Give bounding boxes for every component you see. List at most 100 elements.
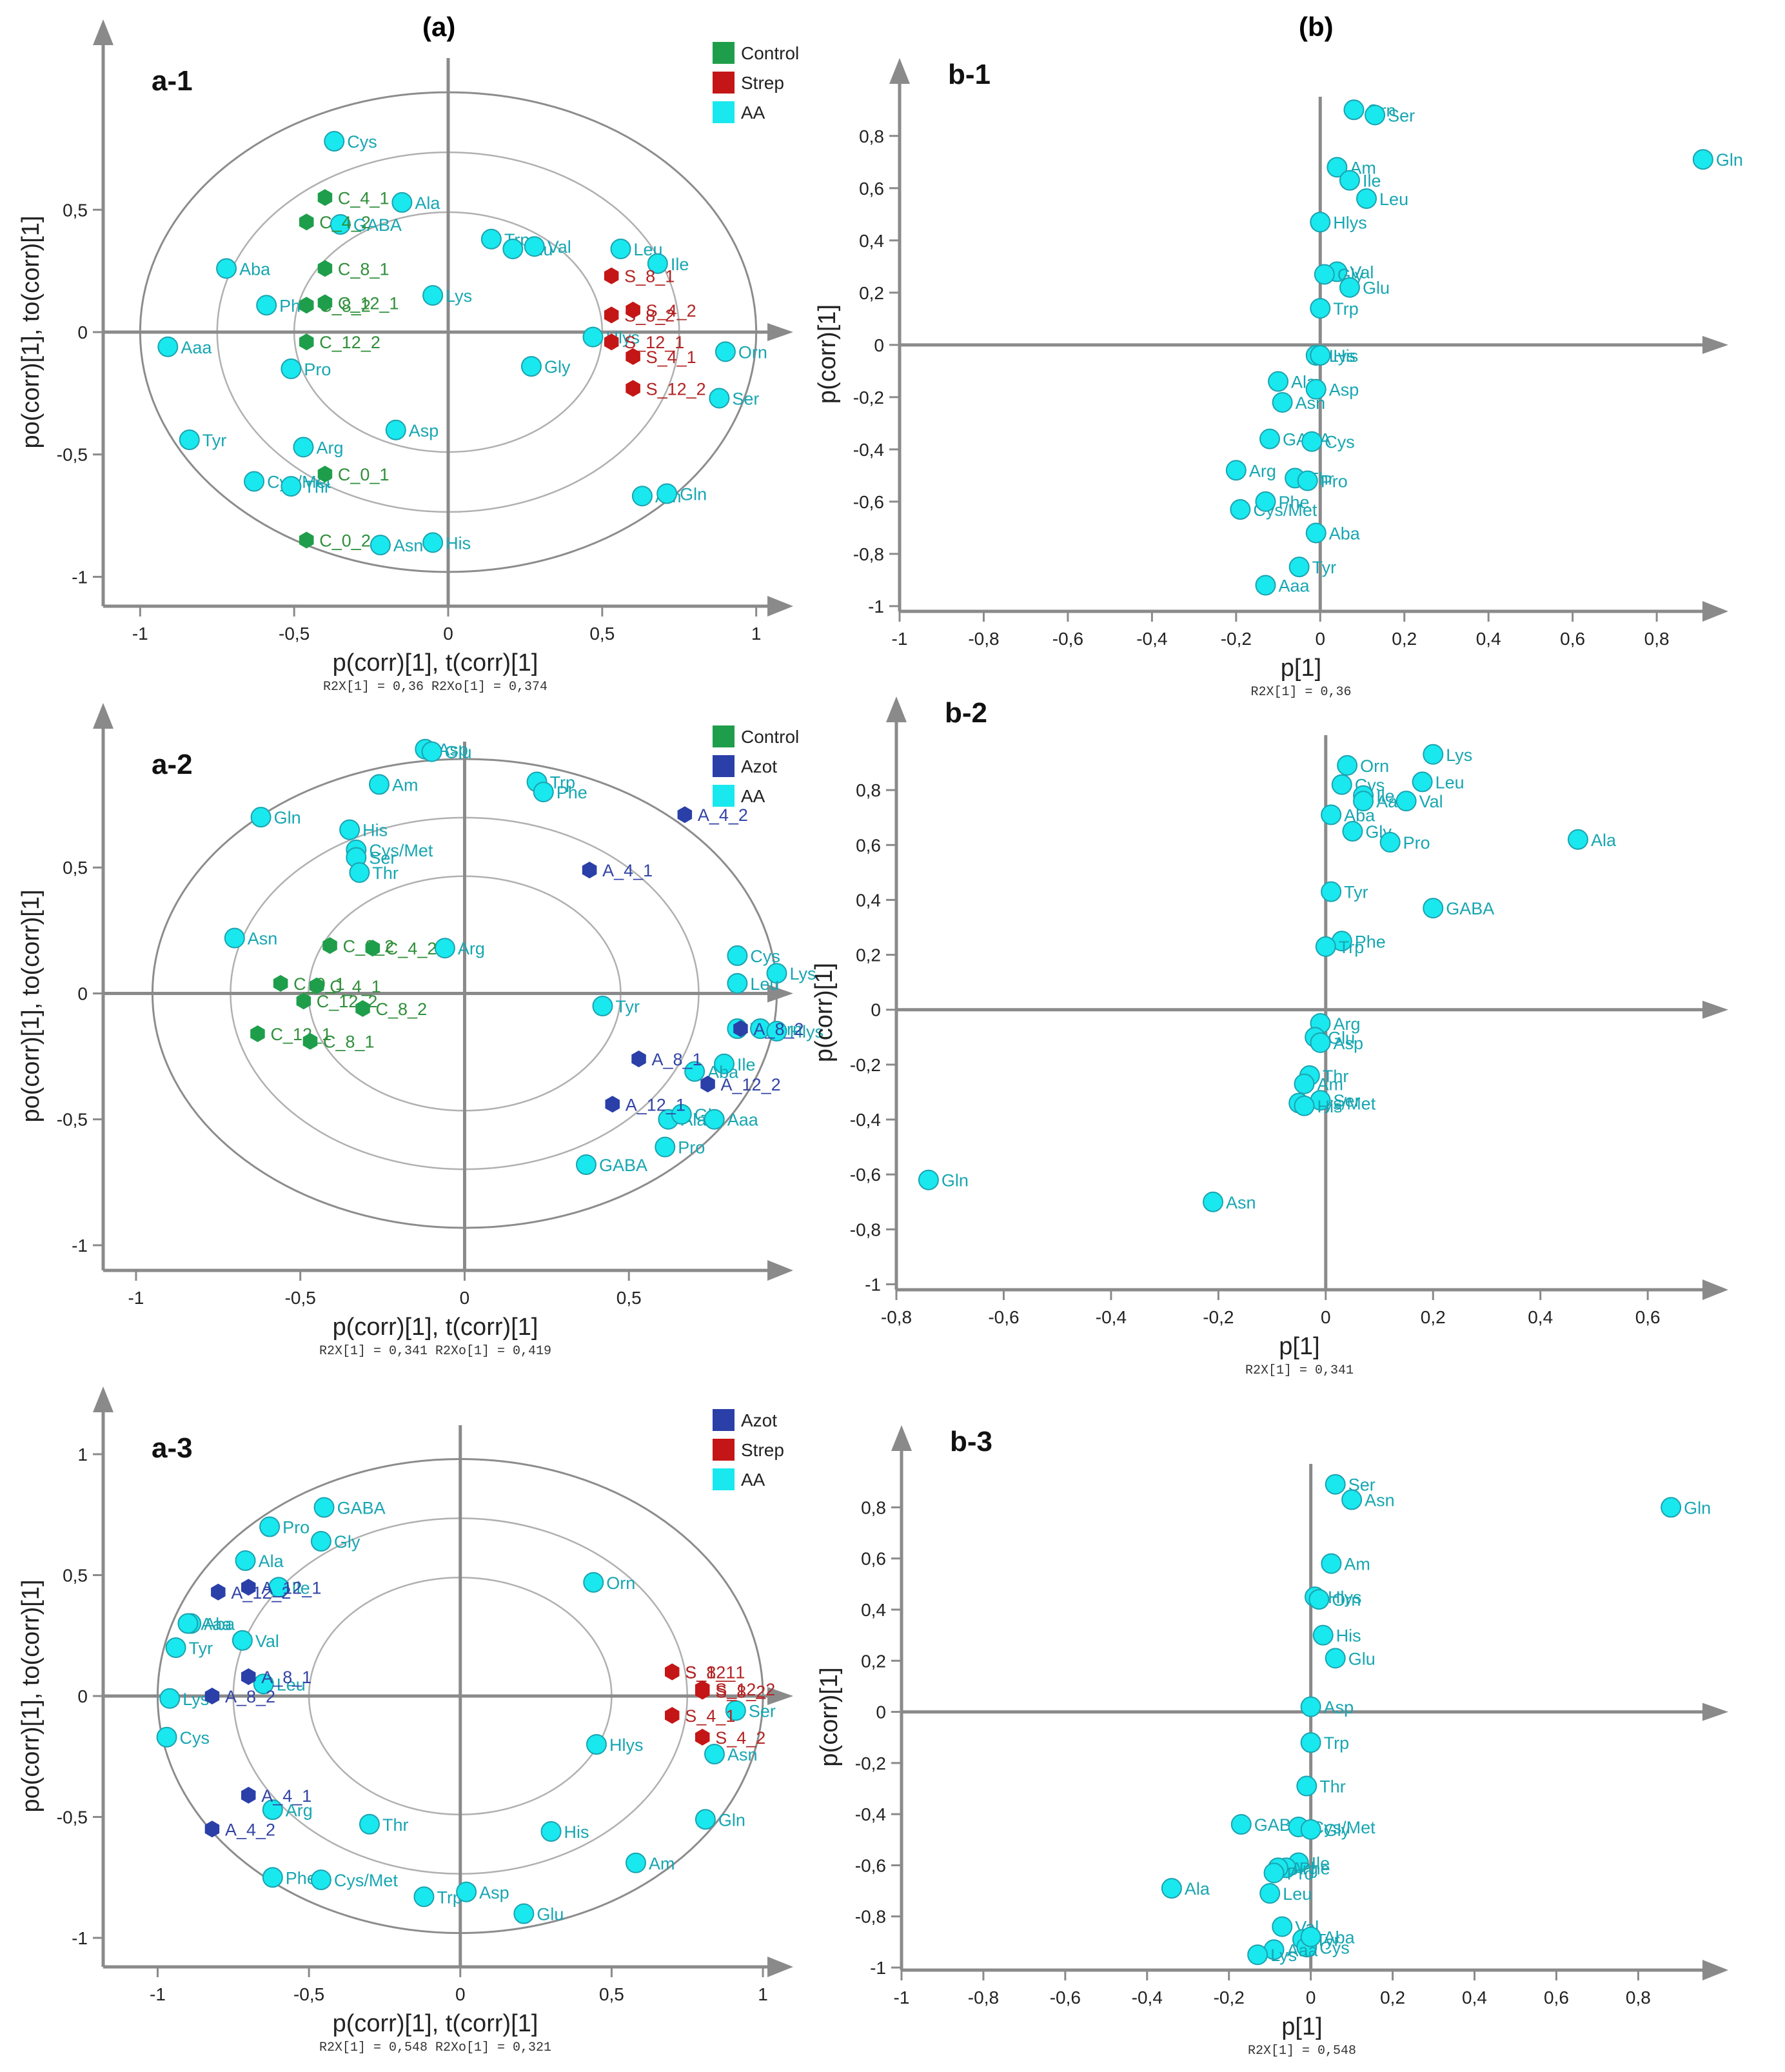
point-tyr: [1288, 557, 1310, 578]
point-phe: [1255, 491, 1276, 512]
point-label: Ala: [415, 193, 440, 213]
point-label: Val: [1419, 792, 1443, 811]
point-ile: [714, 1053, 735, 1074]
x-axis-title: p[1]: [1281, 2013, 1322, 2040]
point-asp: [1310, 1032, 1331, 1053]
point-label: Glu: [445, 743, 472, 762]
y-tick-label: -1: [72, 567, 88, 587]
footnote: R2X[1] = 0,341: [1245, 1363, 1354, 1378]
point-label: Gln: [942, 1171, 969, 1190]
y-axis-title: po(corr)[1], to(corr)[1]: [17, 889, 44, 1122]
point-c_0_2: [322, 937, 337, 954]
point-glu: [1339, 277, 1360, 298]
column-b-title: (b): [1299, 12, 1334, 42]
point-label: Glu: [537, 1905, 564, 1924]
zero-line-arrow: [1702, 335, 1728, 354]
point-label: Gly: [544, 357, 571, 377]
legend-swatch: [713, 42, 735, 64]
y-tick-label: -1: [870, 1958, 886, 1978]
y-axis-arrow: [886, 696, 907, 722]
point-label: Asn: [393, 536, 424, 555]
x-axis-arrow: [1702, 1960, 1728, 1980]
point-label: Ser: [369, 849, 396, 868]
point-label: A_8_2: [225, 1687, 275, 1706]
x-tick-label: 0: [1321, 1307, 1331, 1327]
point-label: Am: [1344, 1555, 1370, 1574]
point-label: Orn: [606, 1574, 635, 1593]
point-label: Phe: [1278, 493, 1309, 512]
x-tick-label: -0,8: [968, 1988, 999, 2008]
point-label: Orn: [1332, 1590, 1361, 1610]
point-gly: [1314, 264, 1335, 285]
point-asn: [1341, 1489, 1363, 1510]
y-axis-title: po(corr)[1], to(corr)[1]: [17, 215, 44, 448]
point-gln: [695, 1809, 716, 1830]
point-orn: [1343, 99, 1365, 121]
point-label: Ile: [1363, 172, 1381, 191]
x-tick-label: -1: [150, 1984, 166, 2004]
point-label: Lys: [182, 1690, 209, 1709]
panel-label: a-1: [152, 65, 193, 97]
point-c_12_2: [296, 992, 311, 1010]
point-label: Pro: [1403, 833, 1430, 853]
point-pro: [259, 1516, 281, 1537]
point-label: His: [564, 1822, 589, 1842]
point-label: Cys: [750, 947, 780, 966]
panel-b-1: -1 -0,8 -0,6 -0,4 -0,2 0 0,2 0,4 0,6 0,8 -1 -0,8 -0,…: [814, 58, 1743, 700]
legend-label: Strep: [741, 1440, 784, 1460]
x-axis-title: p[1]: [1279, 1333, 1319, 1360]
point-label: Lys: [1270, 1946, 1297, 1965]
point-label: Am: [649, 1854, 675, 1873]
point-label: A_4_1: [261, 1786, 311, 1806]
panel-a-1: -1 -0,5 0 0,5 1 -1 -0,5 0 0,5 a-1 p(corr)[1], t(co…: [17, 19, 799, 695]
point-label: His: [1333, 346, 1358, 366]
point-label: C_0_2: [319, 531, 371, 551]
y-tick-label: -0,8: [855, 1907, 886, 1927]
point-gln: [250, 807, 271, 828]
point-lys: [766, 963, 787, 984]
y-tick-label: 0: [77, 1686, 88, 1706]
y-tick-label: 0,4: [859, 231, 884, 251]
x-tick-label: 0,2: [1380, 1988, 1405, 2008]
point-a_8_2: [733, 1020, 748, 1038]
point-label: Ile: [1376, 787, 1395, 806]
point-gly: [1342, 821, 1363, 842]
point-label: Pro: [1321, 471, 1348, 491]
point-phe: [533, 782, 554, 803]
legend-label: AA: [741, 1470, 765, 1490]
zero-line-arrow: [767, 984, 793, 1003]
point-label: Tyr: [615, 997, 640, 1016]
legend-swatch: [713, 101, 735, 123]
point-label: A_12_2: [721, 1075, 781, 1094]
x-tick-label: -0,4: [1132, 1988, 1163, 2008]
point-val: [524, 236, 545, 257]
point-label: Cys: [180, 1728, 210, 1748]
point-label: His: [1336, 1626, 1361, 1646]
panel-a-3: -1 -0,5 0 0,5 1 -1 -0,5 0 0,5 1 a-3 p(corr)[1], t(c…: [17, 1386, 793, 2055]
point-label: C_4_1: [338, 188, 390, 208]
x-tick-label: -0,2: [1203, 1307, 1234, 1327]
point-tyr: [1321, 881, 1342, 902]
point-label: Ile: [1312, 1853, 1330, 1873]
point-glu: [421, 741, 442, 762]
point-aba: [1305, 522, 1326, 544]
point-glu: [1325, 1648, 1346, 1669]
point-label: Ala: [1185, 1879, 1210, 1899]
point-label: Tyr: [189, 1639, 213, 1658]
point-c_4_2: [365, 940, 380, 957]
x-tick-label: -0,6: [1052, 629, 1083, 649]
point-ser: [709, 388, 730, 409]
point-label: Hlys: [790, 1022, 824, 1041]
point-s_12_1: [665, 1663, 680, 1681]
point-c_0_1: [317, 466, 333, 483]
x-tick-label: 0: [1306, 1988, 1316, 2008]
point-label: Glu: [1328, 1028, 1355, 1047]
point-label: S_4_1: [646, 348, 696, 367]
point-aba: [684, 1061, 705, 1082]
point-ser: [1365, 104, 1386, 126]
point-label: Asp: [1324, 1698, 1354, 1717]
point-label: Gln: [1716, 150, 1743, 170]
point-label: Asn: [727, 1745, 758, 1764]
point-thr: [281, 476, 302, 497]
point-val: [1395, 791, 1417, 812]
